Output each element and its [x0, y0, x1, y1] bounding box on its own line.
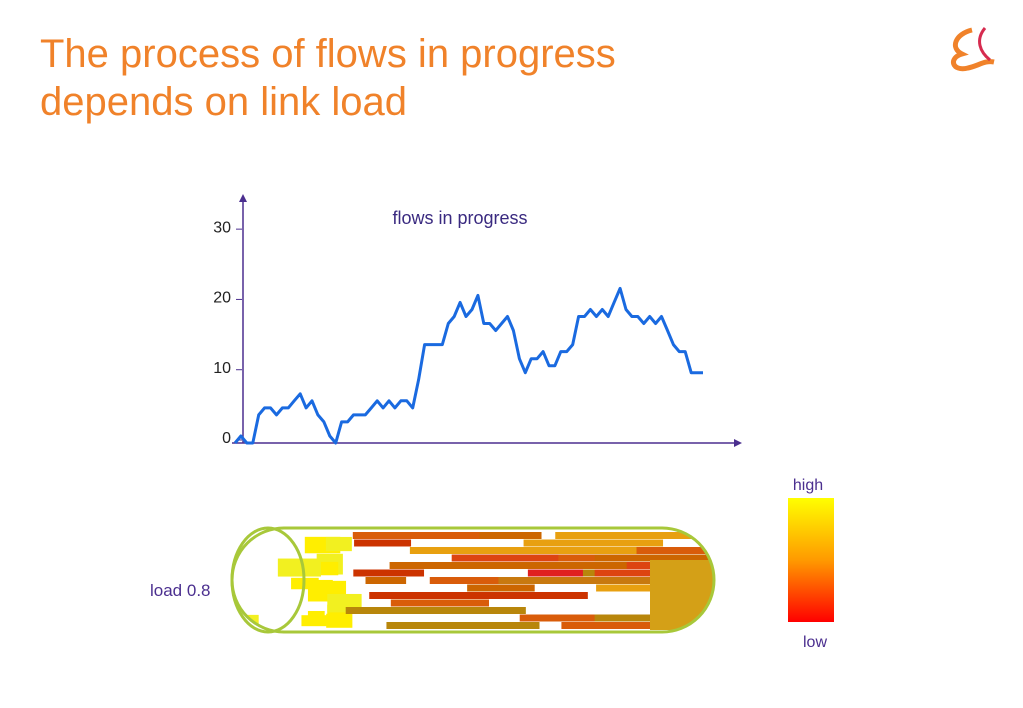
y-tick-label: 20 [213, 290, 231, 307]
heat-cell [386, 622, 540, 629]
heat-cell [326, 613, 353, 628]
heat-cell [464, 547, 637, 554]
scale-low: low [803, 634, 827, 651]
chart-title: flows in progress [392, 208, 527, 228]
heat-cell [451, 554, 565, 562]
y-tick-label: 0 [222, 430, 231, 447]
heat-cell [527, 569, 583, 577]
data-line [233, 286, 703, 445]
heat-cell [479, 532, 542, 539]
heat-cell [523, 539, 664, 547]
heat-cell [277, 558, 321, 577]
heat-cell [369, 592, 588, 599]
y-tick-label: 30 [213, 219, 231, 236]
tube-end [230, 526, 306, 634]
heat-cell [345, 607, 526, 614]
heat-cell [409, 547, 492, 554]
heat-cell [325, 536, 352, 552]
axis-arrow [734, 439, 742, 447]
heat-cell [389, 562, 627, 569]
heat-cell [594, 554, 710, 562]
title-line: The process of flows in progress [40, 32, 616, 76]
heat-cell [550, 562, 714, 569]
heat-cell [467, 584, 535, 592]
heat-cell [594, 569, 682, 577]
heat-cell [576, 614, 714, 622]
title-line: depends on link load [40, 80, 407, 124]
axis-arrow [239, 194, 247, 202]
heat-cell [390, 599, 490, 607]
heat-cell [354, 539, 412, 547]
load-label: load 0.8 [150, 581, 211, 600]
logo [978, 27, 991, 62]
scale-high: high [793, 477, 823, 494]
logo [951, 27, 995, 72]
heat-cell [301, 615, 332, 627]
heat-cell [558, 554, 601, 562]
heat-cell [617, 532, 714, 539]
heat-cell [352, 532, 517, 539]
heat-cell [555, 532, 656, 539]
color-scale [788, 498, 834, 622]
heat-cell [650, 560, 714, 630]
slide-title: The process of flows in progress depends… [40, 30, 616, 126]
heat-cell [561, 622, 698, 629]
heat-cell [498, 577, 690, 584]
y-tick-label: 10 [213, 360, 231, 377]
heat-cell [628, 547, 714, 554]
heatmap [232, 528, 714, 632]
heat-cell [318, 561, 339, 576]
heat-cell [547, 614, 595, 622]
heat-cell [365, 577, 407, 584]
heat-cell [353, 569, 425, 577]
